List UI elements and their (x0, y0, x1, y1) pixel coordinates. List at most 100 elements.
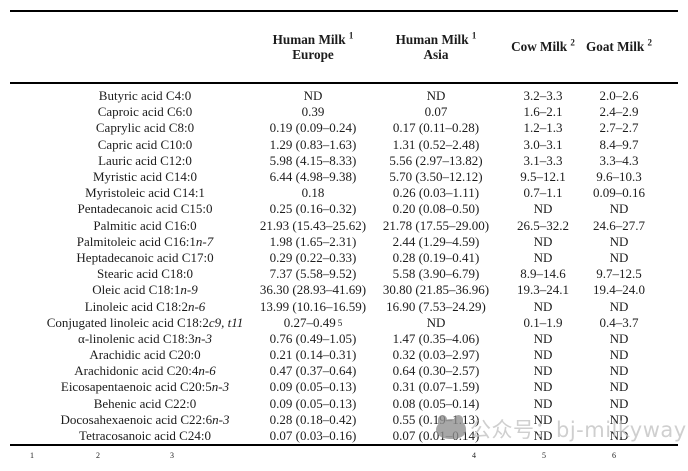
value-goat-milk: ND (609, 233, 629, 249)
table-row: Palmitic acid C16:0 21.93 (15.43–25.62) 21… (10, 218, 678, 234)
table-row: Caprylic acid C8:0 0.19 (0.09–0.24) 0.17 (… (10, 120, 678, 136)
value-human-milk-asia: 0.28 (0.19–0.41) (392, 249, 480, 265)
value-human-milk-asia: 0.26 (0.03–1.11) (392, 185, 480, 201)
value-human-milk-europe: 0.07 (0.03–0.16) (269, 428, 357, 444)
value-cow-milk: 3.0–3.1 (523, 136, 563, 152)
value-human-milk-asia: ND (426, 88, 446, 104)
value-human-milk-europe: 0.27–0.49 5 (283, 314, 343, 330)
table-row: Stearic acid C18:0 7.37 (5.58–9.52) 5.58 (… (10, 266, 678, 282)
value-human-milk-europe: 0.47 (0.37–0.64) (269, 363, 357, 379)
value-goat-milk: 0.4–3.7 (599, 314, 639, 330)
value-goat-milk: ND (609, 298, 629, 314)
value-cow-milk: ND (533, 379, 553, 395)
value-human-milk-europe: 1.29 (0.83–1.63) (269, 136, 357, 152)
row-label: Myristoleic acid C14:1 (85, 185, 205, 201)
value-cow-milk: 1.6–2.1 (523, 104, 563, 120)
table-row: Eicosapentaenoic acid C20:5 n-3 0.09 (0.0… (10, 379, 678, 395)
value-human-milk-europe: 0.19 (0.09–0.24) (269, 120, 357, 136)
value-human-milk-asia: 2.44 (1.29–4.59) (392, 233, 480, 249)
table-row: Myristic acid C14:0 6.44 (4.98–9.38) 5.70 … (10, 169, 678, 185)
row-label: Stearic acid C18:0 (96, 266, 194, 282)
value-cow-milk: 8.9–14.6 (520, 266, 566, 282)
row-label: Caproic acid C6:0 (97, 104, 193, 120)
value-human-milk-asia: 0.64 (0.30–2.57) (392, 363, 480, 379)
row-label: Behenic acid C22:0 (93, 395, 197, 411)
value-human-milk-asia: 0.55 (0.19–1.13) (392, 411, 480, 427)
row-label: Linoleic acid C18:2 n-6 (84, 298, 206, 314)
value-human-milk-asia: 0.32 (0.03–2.97) (392, 347, 480, 363)
table-row: Docosahexaenoic acid C22:6 n-3 0.28 (0.18… (10, 412, 678, 428)
value-cow-milk: ND (533, 347, 553, 363)
table-row: Arachidonic acid C20:4 n-6 0.47 (0.37–0.6… (10, 363, 678, 379)
value-cow-milk: 19.3–24.1 (517, 282, 569, 298)
table-row: Lauric acid C12:0 5.98 (4.15–8.33) 5.56 (2… (10, 153, 678, 169)
value-human-milk-asia: 5.70 (3.50–12.12) (389, 169, 483, 185)
value-human-milk-asia: 0.08 (0.05–0.14) (392, 395, 480, 411)
value-human-milk-europe: 0.09 (0.05–0.13) (269, 379, 357, 395)
header-line1: Goat Milk 2 (585, 38, 653, 55)
value-cow-milk: 0.1–1.9 (523, 314, 563, 330)
table-row: Behenic acid C22:0 0.09 (0.05–0.13) 0.08 (… (10, 396, 678, 412)
value-cow-milk: ND (533, 363, 553, 379)
footnote-superscript: 6 (612, 451, 616, 460)
table-mid-rule (10, 82, 678, 84)
row-label: Eicosapentaenoic acid C20:5 n-3 (60, 379, 230, 395)
value-human-milk-europe: 7.37 (5.58–9.52) (269, 266, 357, 282)
header-cow-milk: Cow Milk 2 (511, 39, 575, 55)
value-human-milk-asia: 0.07 (0.01–0.14) (392, 428, 480, 444)
row-label: Palmitic acid C16:0 (93, 217, 197, 233)
value-cow-milk: 26.5–32.2 (517, 217, 569, 233)
value-human-milk-asia: 0.17 (0.11–0.28) (392, 120, 480, 136)
row-label: Oleic acid C18:1 n-9 (92, 282, 198, 298)
footnote-superscript: 2 (96, 451, 100, 460)
footnote-superscript: 4 (472, 451, 476, 460)
row-label: Arachidic acid C20:0 (89, 347, 201, 363)
value-goat-milk: 9.6–10.3 (596, 169, 642, 185)
value-goat-milk: ND (609, 411, 629, 427)
value-cow-milk: 3.2–3.3 (523, 88, 563, 104)
value-goat-milk: ND (609, 395, 629, 411)
value-human-milk-asia: 1.31 (0.52–2.48) (392, 136, 480, 152)
table-row: α-linolenic acid C18:3 n-3 0.76 (0.49–1.0… (10, 331, 678, 347)
footnote-superscript: 3 (170, 451, 174, 460)
value-human-milk-europe: 0.39 (301, 104, 325, 120)
value-human-milk-europe: 13.99 (10.16–16.59) (259, 298, 367, 314)
value-goat-milk: 0.09–0.16 (593, 185, 645, 201)
value-goat-milk: 9.7–12.5 (596, 266, 642, 282)
value-human-milk-europe: 0.29 (0.22–0.33) (269, 249, 357, 265)
row-label: Arachidonic acid C20:4 n-6 (74, 363, 216, 379)
value-cow-milk: ND (533, 249, 553, 265)
row-label: Lauric acid C12:0 (98, 152, 192, 168)
value-human-milk-europe: 0.09 (0.05–0.13) (269, 395, 357, 411)
value-cow-milk: ND (533, 395, 553, 411)
value-human-milk-asia: 0.31 (0.07–1.59) (392, 379, 480, 395)
header-human-milk-asia: Human Milk 1 Asia (346, 31, 526, 63)
value-goat-milk: 3.3–4.3 (599, 152, 639, 168)
row-label: Palmitoleic acid C16:1 n-7 (76, 233, 214, 249)
table-bottom-rule (10, 444, 678, 447)
table-row: Conjugated linoleic acid C18:2 c9, t11 0.… (10, 315, 678, 331)
value-cow-milk: ND (533, 233, 553, 249)
value-goat-milk: 2.0–2.6 (599, 88, 639, 104)
value-goat-milk: 2.7–2.7 (599, 120, 639, 136)
row-label: Caprylic acid C8:0 (95, 120, 195, 136)
value-human-milk-europe: 36.30 (28.93–41.69) (259, 282, 367, 298)
value-cow-milk: ND (533, 298, 553, 314)
value-human-milk-europe: 0.18 (301, 185, 325, 201)
value-human-milk-europe: 5.98 (4.15–8.33) (269, 152, 357, 168)
header-line2: Europe (292, 47, 334, 63)
value-human-milk-europe: 6.44 (4.98–9.38) (269, 169, 357, 185)
value-human-milk-europe: 0.21 (0.14–0.31) (269, 347, 357, 363)
value-cow-milk: ND (533, 201, 553, 217)
table-row: Capric acid C10:0 1.29 (0.83–1.63) 1.31 (0… (10, 137, 678, 153)
footnote-clipped: 1 2 3 4 5 6 (10, 451, 678, 471)
row-label: Myristic acid C14:0 (93, 169, 197, 185)
value-goat-milk: 24.6–27.7 (593, 217, 645, 233)
row-label: Tetracosanoic acid C24:0 (79, 428, 211, 444)
value-goat-milk: 2.4–2.9 (599, 104, 639, 120)
value-human-milk-asia: 30.80 (21.85–36.96) (382, 282, 490, 298)
value-human-milk-europe: 0.76 (0.49–1.05) (269, 330, 357, 346)
table-row: Myristoleic acid C14:1 0.18 0.26 (0.03–1.1… (10, 185, 678, 201)
value-human-milk-europe: 21.93 (15.43–25.62) (259, 217, 367, 233)
value-goat-milk: ND (609, 330, 629, 346)
